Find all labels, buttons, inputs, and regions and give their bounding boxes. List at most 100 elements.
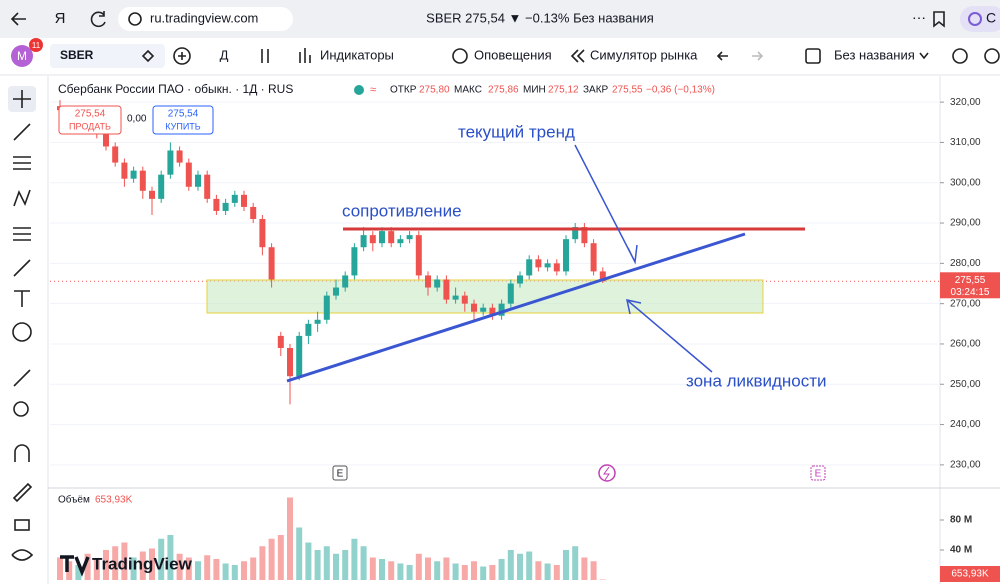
- zoom-tool[interactable]: [13, 401, 29, 417]
- forecast-tool[interactable]: [13, 227, 31, 241]
- layout-name[interactable]: Без названия: [834, 47, 915, 62]
- volume-bar: [415, 553, 422, 580]
- candle-body: [204, 174, 211, 199]
- fib-tool[interactable]: [13, 156, 31, 170]
- undo-button[interactable]: [716, 51, 728, 61]
- volume-bar: [379, 559, 385, 580]
- resistance-annotation: сопротивление: [342, 201, 462, 220]
- y-tick-label: 260,00: [950, 339, 981, 350]
- alerts-icon[interactable]: [452, 48, 468, 64]
- candle-body: [241, 194, 247, 207]
- indicators-icon[interactable]: [299, 48, 311, 63]
- volume-bar: [572, 546, 579, 580]
- candle-body: [333, 287, 339, 296]
- volume-bar: [406, 565, 413, 580]
- alerts-button[interactable]: Оповещения: [474, 47, 552, 62]
- close-label: ЗАКР: [583, 85, 609, 96]
- back-button[interactable]: [10, 12, 26, 26]
- reload-button[interactable]: [90, 11, 106, 28]
- liquidity-arrow: [626, 299, 713, 373]
- sell-button[interactable]: [58, 105, 122, 135]
- url: ru.tradingview.com: [150, 10, 258, 25]
- add-symbol[interactable]: [173, 47, 191, 65]
- menu-dots[interactable]: ⋯: [912, 10, 926, 26]
- candle-body: [195, 174, 201, 187]
- text-tool[interactable]: [14, 290, 30, 307]
- future-earnings-marker[interactable]: [810, 465, 826, 481]
- interval[interactable]: Д: [220, 47, 229, 62]
- redo-button[interactable]: [752, 51, 764, 61]
- volume-tick-label: 40 M: [950, 545, 972, 556]
- candle-body: [342, 275, 349, 288]
- candle-body: [314, 319, 321, 324]
- chart-type-icon[interactable]: [261, 49, 269, 63]
- high-value: 275,86: [488, 85, 519, 96]
- symbol-search[interactable]: [50, 44, 165, 68]
- y-tick-label: 270,00: [950, 298, 981, 309]
- brush-tool[interactable]: [13, 259, 31, 277]
- bookmark-button[interactable]: [933, 11, 945, 28]
- candle-body: [213, 198, 220, 211]
- y-tick-label: 230,00: [950, 460, 981, 471]
- y-tick-label: 250,00: [950, 379, 981, 390]
- indicators-button[interactable]: Индикаторы: [320, 47, 394, 62]
- lock-tool[interactable]: [14, 519, 30, 531]
- volume-bar: [443, 557, 450, 580]
- volume-bar: [507, 550, 514, 580]
- replay-icon[interactable]: [570, 49, 585, 63]
- volume-bar: [369, 557, 376, 580]
- logo-icon: [60, 555, 90, 577]
- open-label: ОТКР: [390, 85, 417, 96]
- candle-body: [425, 275, 431, 288]
- logo: TradingView: [92, 554, 193, 573]
- volume-bar: [195, 561, 201, 580]
- volume-bar: [75, 565, 82, 580]
- magnet-tool[interactable]: [14, 444, 30, 462]
- candle-body: [553, 263, 560, 272]
- candle-body: [103, 134, 109, 147]
- settings-icon[interactable]: [984, 48, 1000, 64]
- candle-body: [277, 335, 284, 348]
- candle-body: [287, 347, 293, 377]
- liquidity-zone: [206, 279, 764, 314]
- volume-bar: [277, 535, 284, 580]
- volume-bar: [434, 561, 441, 580]
- volume-bar: [544, 563, 551, 580]
- volume-tick-label: 80 M: [950, 515, 972, 526]
- volume-label: Объём: [58, 494, 90, 506]
- trend-annotation: текущий тренд: [458, 122, 575, 141]
- volume-bar: [333, 553, 339, 580]
- dividend-icon: [603, 466, 610, 481]
- candle-body: [369, 235, 376, 244]
- url-box[interactable]: [118, 7, 293, 31]
- site-info-icon[interactable]: [128, 12, 142, 26]
- volume-bar: [231, 565, 238, 580]
- liquidity-annotation: зона ликвидности: [686, 371, 827, 390]
- candle-body: [507, 283, 514, 304]
- volume-bar: [535, 561, 542, 580]
- earnings-marker[interactable]: [332, 465, 348, 481]
- replay-button[interactable]: Симулятор рынка: [590, 47, 698, 62]
- quick-search[interactable]: [952, 48, 968, 64]
- trend-line-tool[interactable]: [13, 123, 31, 141]
- dividend-marker[interactable]: [598, 464, 616, 482]
- volume-bar: [130, 557, 137, 580]
- candle-body: [121, 162, 128, 179]
- hide-tool[interactable]: [11, 549, 34, 561]
- avatar[interactable]: [11, 45, 33, 67]
- layout-menu[interactable]: [919, 52, 929, 60]
- browser-logo[interactable]: Я: [55, 10, 66, 27]
- pattern-tool[interactable]: [13, 189, 31, 207]
- last-price-label: 275,55: [955, 275, 986, 286]
- volume-value: 653,93K: [95, 495, 133, 506]
- volume-bar: [581, 557, 588, 580]
- emoji-tool[interactable]: [12, 322, 32, 342]
- volume-tag-label: 653,93K: [951, 569, 989, 580]
- lock-drawing-tool[interactable]: [12, 482, 33, 503]
- layout-checkbox[interactable]: [805, 48, 821, 64]
- ruler-tool[interactable]: [13, 369, 31, 387]
- buy-button[interactable]: [152, 105, 214, 135]
- volume-bars: 80 M 40 M: [57, 497, 972, 580]
- compare-icon[interactable]: [141, 49, 155, 63]
- candle-body: [139, 170, 146, 191]
